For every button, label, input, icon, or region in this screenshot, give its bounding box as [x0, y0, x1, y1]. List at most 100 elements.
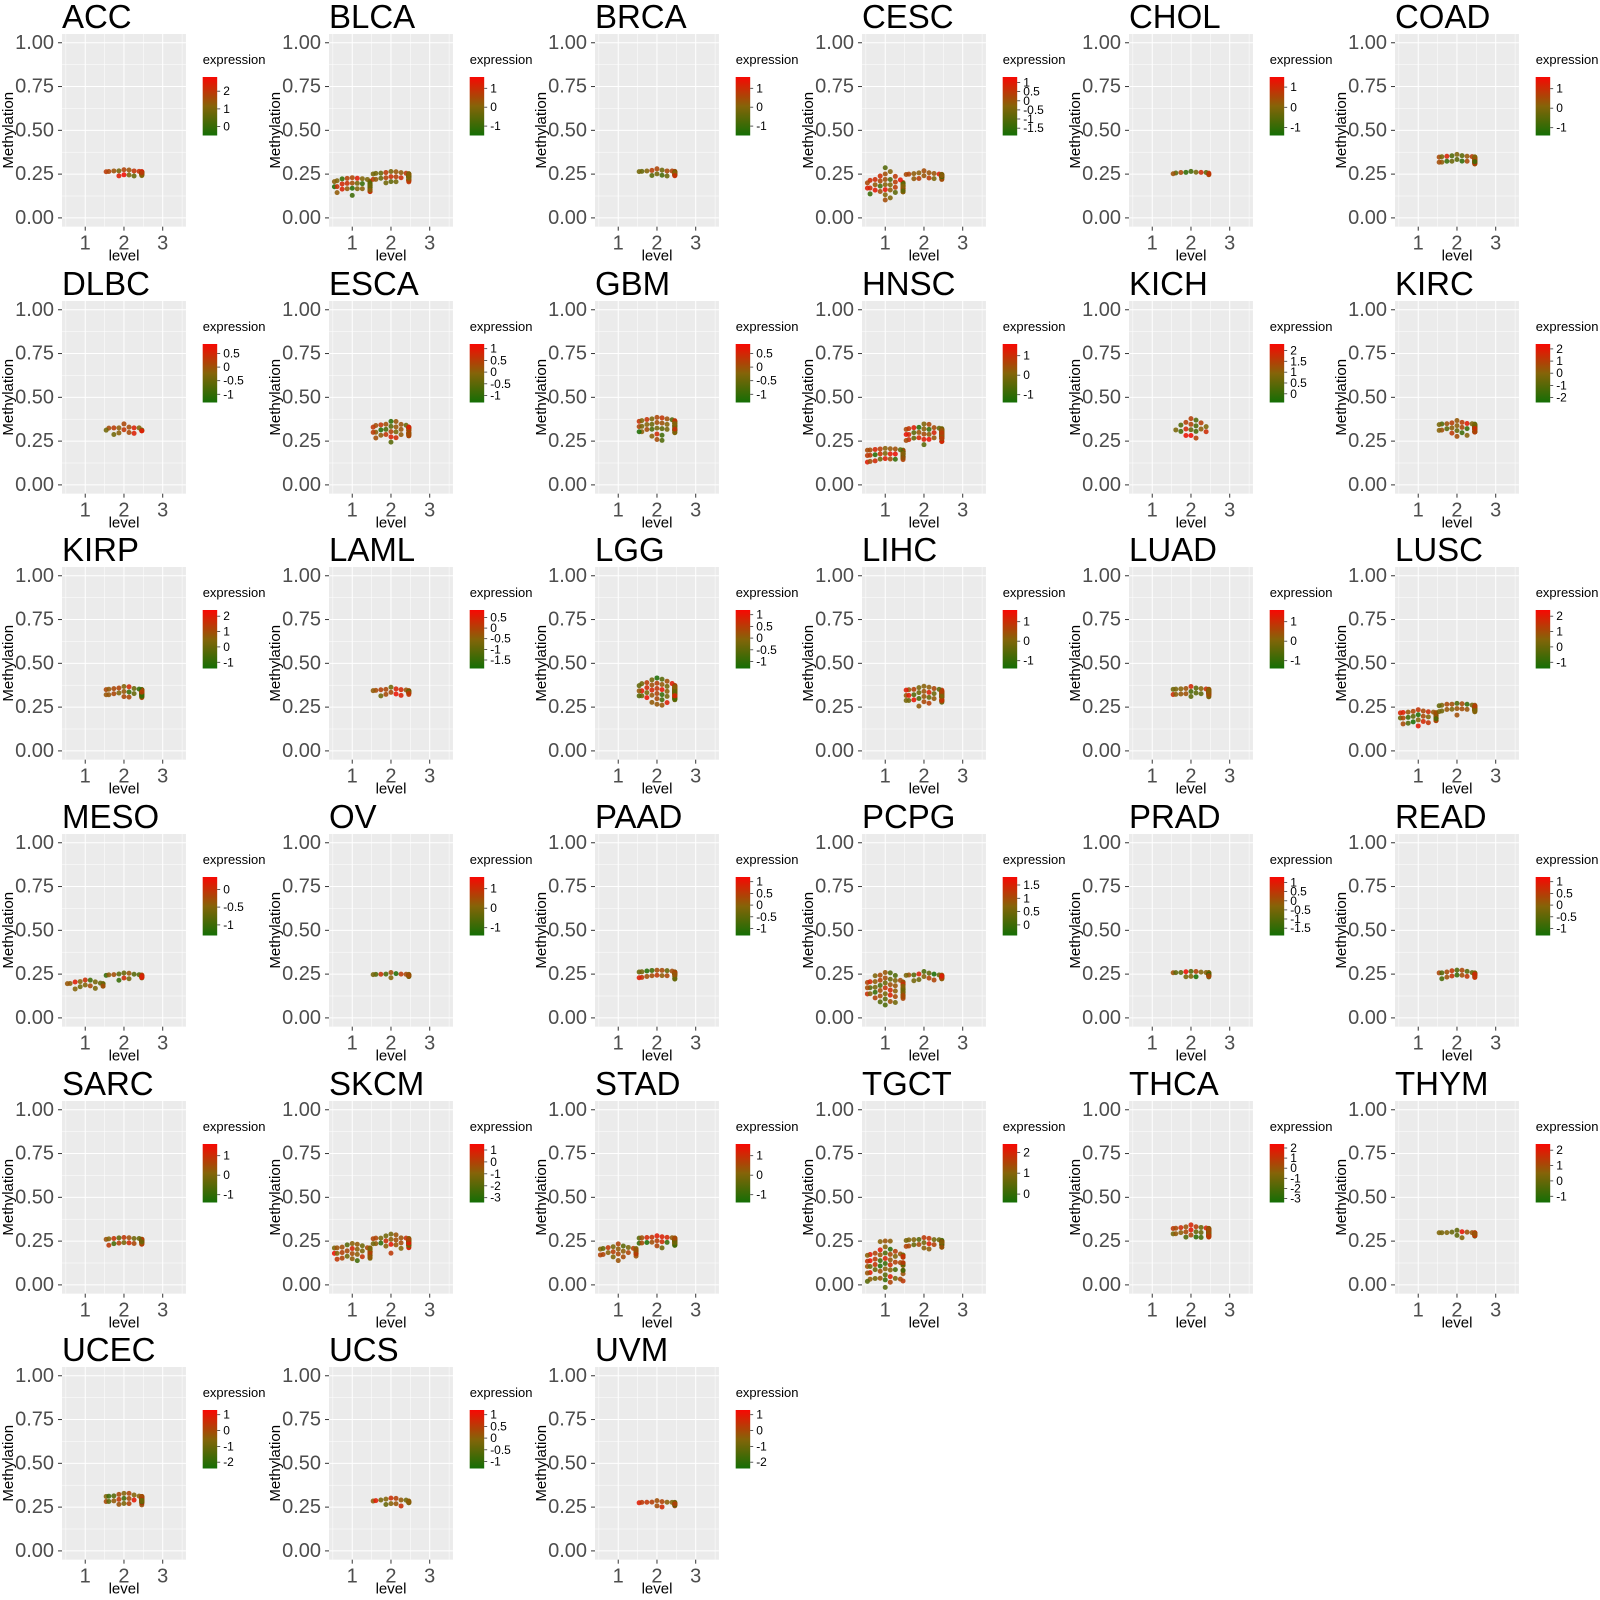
svg-text:0.75: 0.75 — [815, 875, 854, 897]
svg-text:expression: expression — [469, 319, 532, 334]
svg-text:KICH: KICH — [1129, 267, 1208, 302]
svg-text:1.5: 1.5 — [1023, 878, 1040, 892]
svg-text:GBM: GBM — [595, 267, 670, 302]
svg-text:PRAD: PRAD — [1129, 800, 1221, 835]
svg-text:level: level — [109, 1581, 140, 1598]
svg-text:0.00: 0.00 — [1082, 1007, 1121, 1029]
svg-text:ESCA: ESCA — [329, 267, 419, 302]
svg-text:3: 3 — [1490, 233, 1501, 255]
svg-text:0: 0 — [223, 120, 230, 134]
svg-text:1.00: 1.00 — [815, 298, 854, 320]
svg-text:KIRP: KIRP — [62, 533, 139, 568]
svg-text:1: 1 — [490, 341, 497, 355]
svg-text:1.00: 1.00 — [548, 32, 587, 54]
svg-text:HNSC: HNSC — [862, 267, 955, 302]
svg-text:1: 1 — [613, 499, 624, 521]
svg-text:0.50: 0.50 — [15, 1453, 54, 1475]
svg-text:0.50: 0.50 — [1348, 653, 1387, 675]
svg-text:0: 0 — [223, 1168, 230, 1182]
svg-text:UVM: UVM — [595, 1333, 668, 1368]
svg-text:SKCM: SKCM — [329, 1067, 424, 1102]
svg-text:0.75: 0.75 — [548, 342, 587, 364]
svg-text:0.00: 0.00 — [548, 207, 587, 229]
svg-text:expression: expression — [469, 585, 532, 600]
svg-text:0.25: 0.25 — [282, 163, 321, 185]
svg-text:expression: expression — [1536, 585, 1599, 600]
svg-text:3: 3 — [157, 233, 168, 255]
svg-text:0.00: 0.00 — [1082, 207, 1121, 229]
svg-text:0.50: 0.50 — [282, 919, 321, 941]
svg-text:expression: expression — [1003, 852, 1066, 867]
svg-text:1: 1 — [1413, 1299, 1424, 1321]
svg-text:1: 1 — [757, 608, 764, 622]
svg-text:3: 3 — [424, 1033, 435, 1055]
svg-text:1.00: 1.00 — [1082, 832, 1121, 854]
svg-text:MESO: MESO — [62, 800, 159, 835]
svg-text:expression: expression — [203, 852, 266, 867]
svg-text:level: level — [642, 514, 673, 531]
svg-text:BLCA: BLCA — [329, 0, 415, 35]
svg-text:0: 0 — [1556, 101, 1563, 115]
svg-text:level: level — [642, 1048, 673, 1065]
svg-text:0.75: 0.75 — [282, 875, 321, 897]
svg-text:expression: expression — [203, 1119, 266, 1134]
svg-text:Methylation: Methylation — [800, 359, 817, 436]
svg-text:0.50: 0.50 — [815, 1186, 854, 1208]
svg-text:0.50: 0.50 — [1348, 1186, 1387, 1208]
svg-text:-1: -1 — [490, 119, 501, 133]
svg-text:Methylation: Methylation — [267, 892, 284, 969]
svg-text:-1: -1 — [757, 1187, 768, 1201]
svg-text:3: 3 — [957, 1033, 968, 1055]
svg-text:1.00: 1.00 — [1082, 565, 1121, 587]
svg-text:1: 1 — [1413, 233, 1424, 255]
svg-text:level: level — [1442, 514, 1473, 531]
svg-text:0.75: 0.75 — [548, 609, 587, 631]
svg-text:1: 1 — [1023, 1166, 1030, 1180]
svg-text:1.00: 1.00 — [548, 1098, 587, 1120]
svg-text:1: 1 — [1290, 875, 1297, 889]
svg-text:1.00: 1.00 — [282, 32, 321, 54]
svg-text:0.50: 0.50 — [282, 119, 321, 141]
svg-text:1: 1 — [1023, 891, 1030, 905]
svg-text:0.50: 0.50 — [1082, 1186, 1121, 1208]
svg-text:0.00: 0.00 — [282, 1274, 321, 1296]
svg-text:0.00: 0.00 — [548, 1540, 587, 1562]
svg-text:1.00: 1.00 — [1082, 1098, 1121, 1120]
svg-text:-1: -1 — [1556, 121, 1567, 135]
svg-text:Methylation: Methylation — [1067, 1159, 1084, 1236]
svg-text:1: 1 — [880, 1299, 891, 1321]
svg-text:0: 0 — [223, 360, 230, 374]
svg-text:1: 1 — [223, 625, 230, 639]
svg-text:0.25: 0.25 — [1082, 1230, 1121, 1252]
svg-text:expression: expression — [736, 585, 799, 600]
svg-text:0: 0 — [1290, 635, 1297, 649]
svg-text:0.5: 0.5 — [757, 346, 774, 360]
svg-text:1.00: 1.00 — [548, 1365, 587, 1387]
svg-text:expression: expression — [469, 852, 532, 867]
svg-text:3: 3 — [424, 1299, 435, 1321]
svg-text:0.50: 0.50 — [815, 386, 854, 408]
svg-text:expression: expression — [203, 1385, 266, 1400]
svg-text:0.75: 0.75 — [15, 342, 54, 364]
svg-text:0.75: 0.75 — [15, 875, 54, 897]
svg-text:0.75: 0.75 — [815, 1142, 854, 1164]
svg-text:UCS: UCS — [329, 1333, 399, 1368]
svg-text:1: 1 — [490, 882, 497, 896]
svg-text:1: 1 — [346, 1299, 357, 1321]
svg-text:0.50: 0.50 — [815, 653, 854, 675]
svg-text:SARC: SARC — [62, 1067, 154, 1102]
svg-text:1: 1 — [1413, 1033, 1424, 1055]
svg-text:1: 1 — [80, 766, 91, 788]
svg-text:0.25: 0.25 — [1348, 1230, 1387, 1252]
svg-text:0.25: 0.25 — [1082, 430, 1121, 452]
svg-text:0.50: 0.50 — [15, 119, 54, 141]
svg-text:0.75: 0.75 — [815, 342, 854, 364]
svg-text:Methylation: Methylation — [0, 92, 17, 169]
svg-text:expression: expression — [1003, 319, 1066, 334]
svg-text:3: 3 — [690, 233, 701, 255]
svg-text:0: 0 — [1023, 368, 1030, 382]
svg-text:BRCA: BRCA — [595, 0, 687, 35]
svg-text:1: 1 — [1556, 875, 1563, 889]
svg-text:Methylation: Methylation — [533, 1425, 550, 1502]
svg-text:1: 1 — [1290, 615, 1297, 629]
